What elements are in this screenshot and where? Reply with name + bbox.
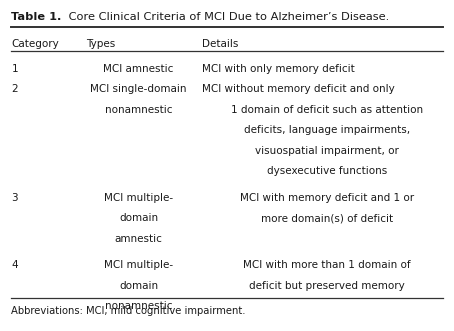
Text: domain: domain — [119, 281, 158, 291]
Text: amnestic: amnestic — [114, 234, 163, 244]
Text: Details: Details — [202, 39, 238, 49]
Text: more domain(s) of deficit: more domain(s) of deficit — [261, 213, 393, 223]
Text: Types: Types — [86, 39, 115, 49]
Text: deficit but preserved memory: deficit but preserved memory — [249, 281, 405, 291]
Text: 1: 1 — [11, 64, 18, 73]
Text: domain: domain — [119, 213, 158, 223]
Text: MCI with only memory deficit: MCI with only memory deficit — [202, 64, 355, 73]
Text: 1 domain of deficit such as attention: 1 domain of deficit such as attention — [231, 105, 423, 115]
Text: MCI multiple-: MCI multiple- — [104, 193, 173, 203]
Text: Category: Category — [11, 39, 59, 49]
Text: MCI multiple-: MCI multiple- — [104, 260, 173, 270]
Text: Table 1.: Table 1. — [11, 12, 62, 22]
Text: 4: 4 — [11, 260, 18, 270]
Text: 3: 3 — [11, 193, 18, 203]
Text: visuospatial impairment, or: visuospatial impairment, or — [255, 146, 399, 156]
Text: MCI amnestic: MCI amnestic — [103, 64, 174, 73]
Text: Core Clinical Criteria of MCI Due to Alzheimer’s Disease.: Core Clinical Criteria of MCI Due to Alz… — [65, 12, 389, 22]
Text: MCI with more than 1 domain of: MCI with more than 1 domain of — [243, 260, 411, 270]
Text: MCI single-domain: MCI single-domain — [90, 84, 187, 94]
Text: MCI without memory deficit and only: MCI without memory deficit and only — [202, 84, 395, 94]
Text: 2: 2 — [11, 84, 18, 94]
Text: nonamnestic: nonamnestic — [105, 105, 172, 115]
Text: dysexecutive functions: dysexecutive functions — [267, 166, 387, 176]
Text: MCI with memory deficit and 1 or: MCI with memory deficit and 1 or — [240, 193, 414, 203]
Text: Abbreviations: MCI, mild cognitive impairment.: Abbreviations: MCI, mild cognitive impai… — [11, 306, 246, 316]
Text: nonamnestic: nonamnestic — [105, 301, 172, 311]
Text: deficits, language impairments,: deficits, language impairments, — [244, 125, 410, 135]
